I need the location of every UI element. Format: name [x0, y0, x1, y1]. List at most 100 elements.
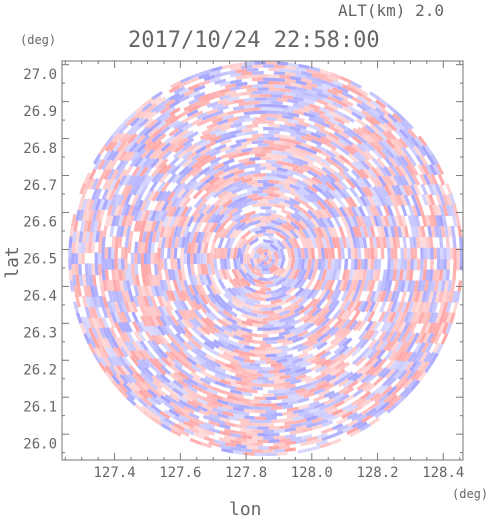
- radar-cell: [118, 236, 123, 248]
- radar-cell: [375, 99, 387, 109]
- radar-cell: [278, 444, 291, 450]
- radar-cell: [227, 174, 240, 182]
- radar-cell: [348, 196, 358, 208]
- radar-cell: [187, 419, 200, 427]
- radar-cell: [213, 162, 225, 171]
- radar-cell: [400, 301, 408, 314]
- radar-cell: [232, 105, 245, 111]
- radar-cell: [369, 115, 381, 126]
- radar-cell: [316, 78, 329, 85]
- radar-cell: [261, 246, 270, 250]
- radar-cell: [141, 230, 147, 243]
- radar-cell: [180, 75, 193, 84]
- radar-cell: [138, 380, 150, 392]
- radar-cell: [343, 145, 355, 156]
- radar-cell: [413, 258, 418, 271]
- radar-cell: [109, 326, 118, 339]
- radar-cell: [240, 305, 253, 313]
- radar-cell: [387, 258, 391, 271]
- radar-cell: [294, 287, 305, 298]
- radar-cell: [319, 358, 332, 368]
- radar-cell: [238, 114, 251, 120]
- radar-cell: [134, 116, 145, 128]
- radar-cell: [303, 98, 316, 105]
- radar-cell: [431, 183, 439, 196]
- radar-cell: [316, 341, 328, 351]
- radar-cell: [400, 247, 405, 260]
- radar-cell: [120, 311, 128, 323]
- radar-cell: [426, 247, 431, 260]
- radar-cell: [271, 258, 276, 265]
- radar-cell: [428, 163, 438, 176]
- radar-cell: [224, 377, 237, 384]
- radar-cell: [324, 374, 337, 383]
- radar-cell: [172, 148, 184, 159]
- radar-cell: [101, 316, 109, 329]
- radar-cell: [151, 90, 163, 101]
- radar-cell: [254, 61, 267, 65]
- radar-cell: [283, 332, 296, 339]
- radar-cell: [334, 258, 339, 270]
- radar-cell: [281, 268, 290, 279]
- radar-cell: [385, 311, 394, 323]
- radar-cell: [107, 247, 112, 259]
- radar-cell: [393, 369, 404, 380]
- radar-cell: [393, 247, 398, 260]
- radar-cell: [259, 420, 272, 424]
- radar-cell: [303, 268, 311, 281]
- radar-cell: [186, 340, 198, 351]
- radar-cell: [410, 225, 416, 238]
- radar-cell: [433, 332, 442, 345]
- radar-cell: [170, 269, 176, 281]
- radar-cell: [169, 156, 180, 167]
- radar-cell: [386, 403, 398, 414]
- radar-cell: [177, 269, 183, 281]
- radar-cell: [376, 215, 384, 228]
- radar-cell: [268, 258, 273, 263]
- radar-cell: [243, 117, 256, 122]
- radar-cell: [141, 156, 152, 168]
- radar-cell: [232, 341, 245, 349]
- radar-cell: [226, 395, 239, 401]
- radar-cell: [286, 258, 293, 270]
- radar-cell: [316, 85, 329, 92]
- radar-cell: [351, 160, 363, 172]
- radar-cell: [351, 111, 363, 121]
- radar-cell: [144, 189, 153, 202]
- radar-cell: [195, 145, 207, 154]
- radar-cell: [245, 445, 258, 450]
- radar-cell: [432, 163, 441, 176]
- radar-cell: [75, 274, 80, 287]
- radar-cell: [188, 104, 201, 113]
- radar-cell: [297, 344, 309, 353]
- radar-cell: [146, 110, 158, 121]
- radar-cell: [263, 258, 266, 262]
- radar-cell: [218, 205, 229, 216]
- radar-cell: [127, 133, 138, 144]
- radar-cell: [133, 220, 140, 232]
- radar-cell: [102, 336, 112, 349]
- radar-cell: [350, 405, 363, 414]
- radar-cell: [238, 157, 251, 164]
- radar-cell: [114, 183, 122, 196]
- radar-cell: [171, 173, 182, 184]
- radar-cell: [376, 280, 383, 292]
- radar-cell: [157, 236, 163, 248]
- radar-cell: [110, 204, 117, 216]
- radar-cell: [284, 440, 296, 446]
- radar-cell: [120, 193, 129, 206]
- radar-cell: [87, 326, 96, 339]
- radar-cell: [458, 236, 464, 249]
- radar-cell: [180, 187, 191, 199]
- radar-cell: [213, 439, 226, 446]
- radar-cell: [338, 137, 350, 147]
- radar-cell: [196, 211, 205, 224]
- radar-cell: [115, 279, 122, 292]
- radar-cell: [196, 119, 209, 127]
- radar-cell: [318, 289, 327, 301]
- radar-cell: [442, 301, 449, 314]
- radar-cell: [382, 130, 393, 141]
- radar-cell: [164, 134, 176, 145]
- radar-cell: [445, 269, 450, 282]
- radar-cell: [231, 450, 244, 456]
